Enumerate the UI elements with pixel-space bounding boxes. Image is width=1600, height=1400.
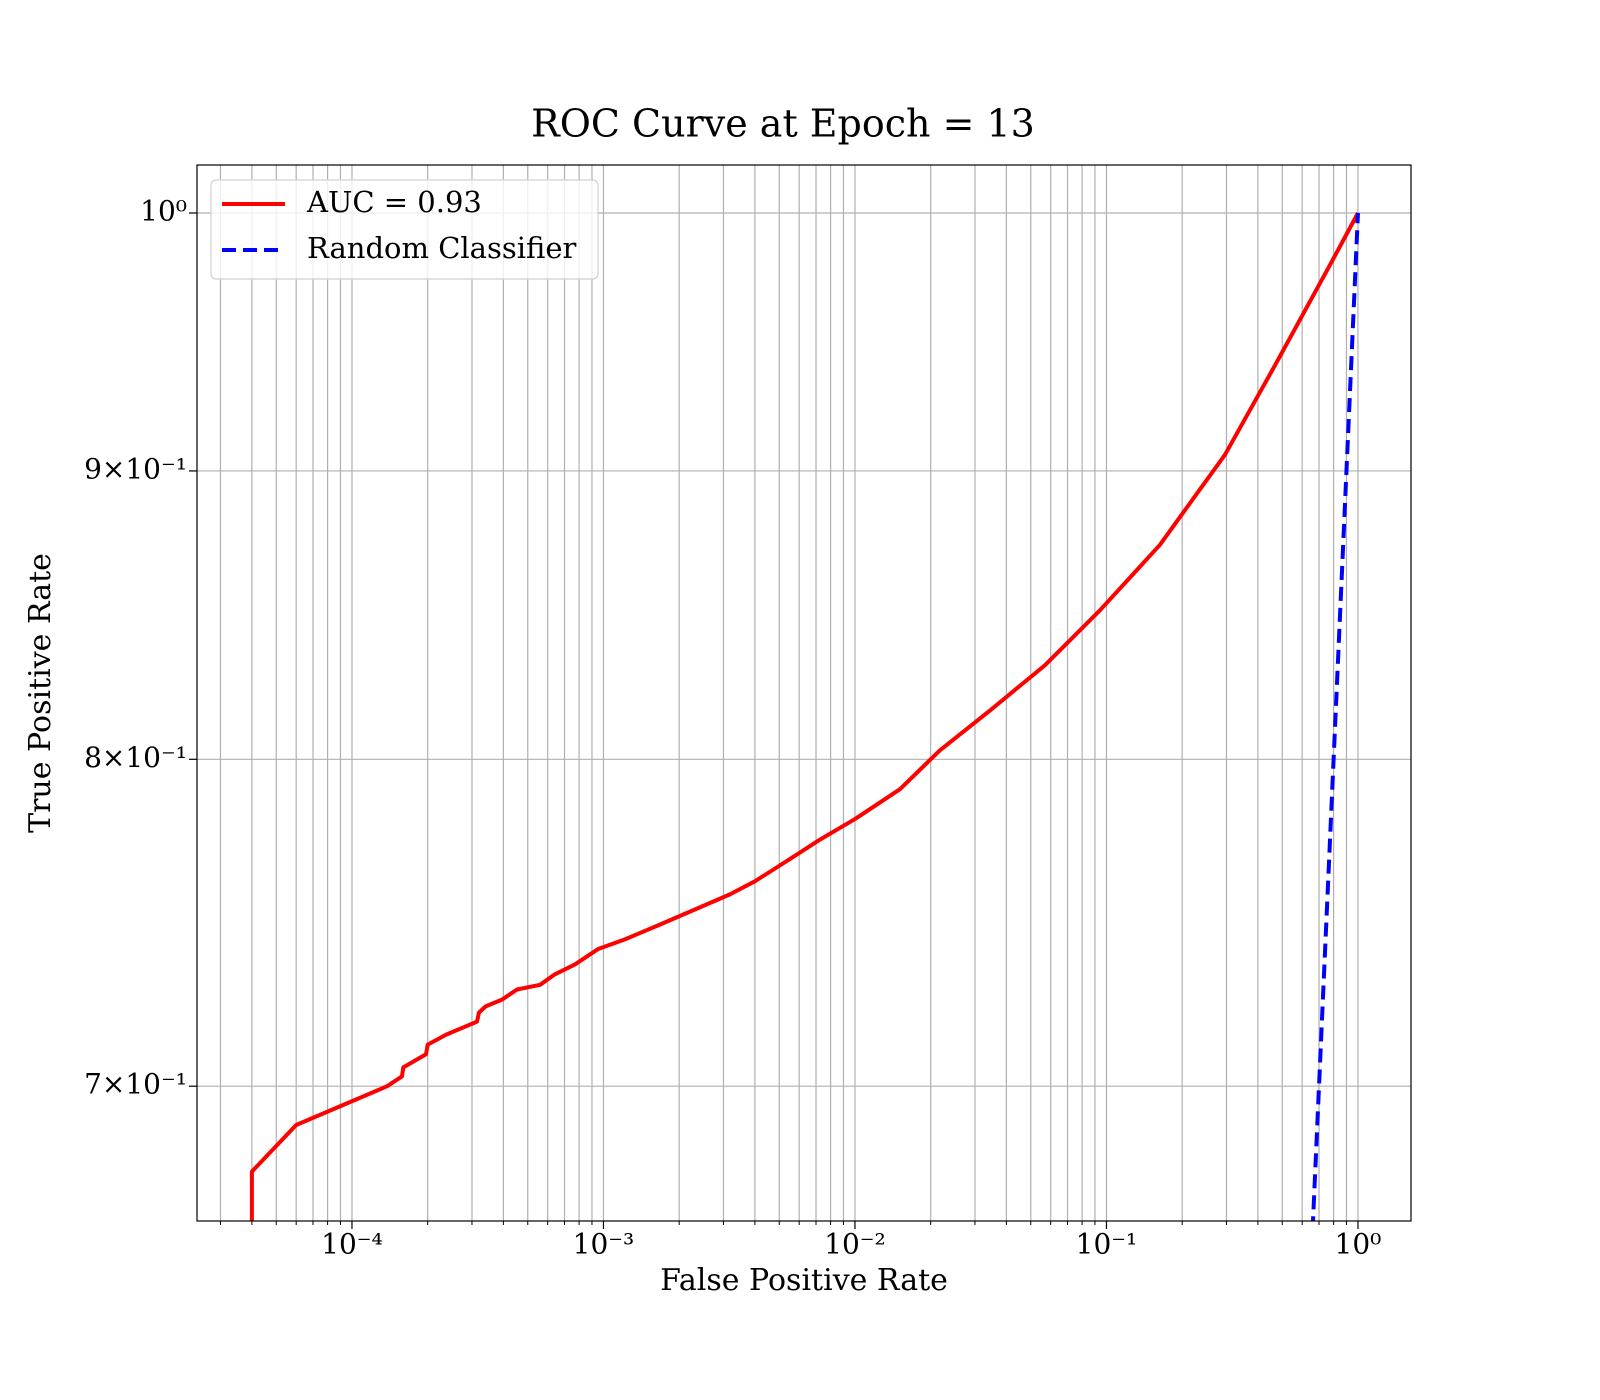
x-tick-label: 10⁻⁴: [321, 1228, 383, 1261]
legend-label: AUC = 0.93: [306, 185, 482, 219]
series-line: [249, 212, 1360, 1221]
x-tick-label: 10⁻³: [573, 1228, 635, 1261]
y-axis-label: True Positive Rate: [23, 553, 58, 833]
legend-label: Random Classifier: [307, 231, 577, 265]
axes-frame: [196, 164, 1412, 1222]
x-tick-label: 10⁻²: [824, 1228, 886, 1261]
series-line: [1311, 212, 1360, 1221]
x-tick-label: 10⁻¹: [1076, 1228, 1138, 1261]
y-tick-label: 10⁰: [140, 195, 187, 228]
ticks: 10⁻⁴ 10⁻³ 10⁻² 10⁻¹ 10⁰ 7×10⁻¹ 8×10⁻¹ 9×10⁻¹ 10⁰: [84, 195, 1381, 1261]
grid: [197, 165, 1411, 1221]
y-tick-label: 7×10⁻¹: [84, 1068, 187, 1101]
x-tick-label: 10⁰: [1335, 1228, 1382, 1261]
plot-area: [249, 212, 1360, 1221]
y-tick-label: 8×10⁻¹: [84, 741, 187, 774]
legend: AUC = 0.93 Random Classifier: [210, 179, 599, 280]
x-axis-label: False Positive Rate: [660, 1263, 948, 1298]
chart-title: ROC Curve at Epoch = 13: [531, 102, 1035, 146]
legend-box: [210, 179, 599, 280]
y-tick-label: 9×10⁻¹: [84, 452, 187, 485]
